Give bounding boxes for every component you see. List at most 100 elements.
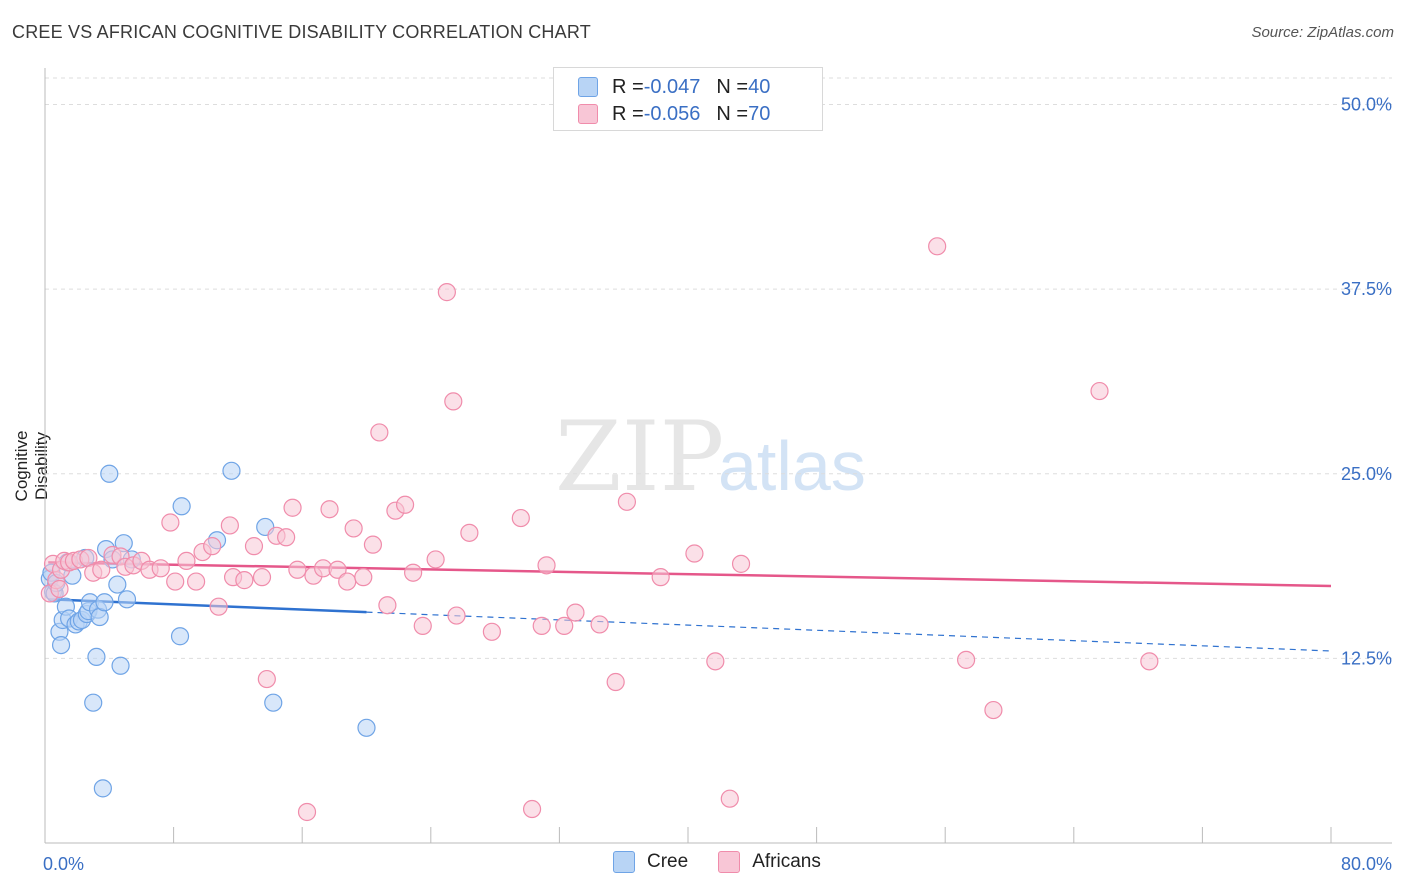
data-point <box>170 627 190 646</box>
legend-row-africans: R = -0.056 N = 70 <box>578 102 770 126</box>
series-cree <box>40 461 376 798</box>
data-point <box>426 550 445 569</box>
y-tick-label: 25.0% <box>1341 464 1392 484</box>
grid-lines <box>45 77 1392 659</box>
data-point <box>338 572 357 591</box>
data-point <box>395 495 415 514</box>
data-point <box>984 700 1003 720</box>
legend-n-label: N = <box>716 75 749 98</box>
data-point <box>288 560 307 579</box>
axes <box>44 68 1392 844</box>
data-point <box>413 616 432 635</box>
data-point <box>209 597 228 616</box>
data-point <box>590 615 609 634</box>
legend-swatch-africans <box>578 104 598 124</box>
data-point <box>444 392 463 411</box>
legend-item-cree: Cree <box>613 851 688 873</box>
legend-row-cree: R = -0.047 N = 40 <box>578 75 770 99</box>
data-point <box>93 779 112 798</box>
data-point <box>220 516 239 535</box>
legend-label-africans: Africans <box>752 851 821 872</box>
x-tick-label: 0.0% <box>43 854 84 874</box>
data-point <box>354 568 373 587</box>
data-point <box>297 802 317 822</box>
source-label: Source: ZipAtlas.com <box>1251 24 1394 41</box>
chart-title: CREE VS AFRICAN COGNITIVE DISABILITY COR… <box>12 22 591 42</box>
data-point <box>378 596 397 615</box>
data-point <box>357 718 376 737</box>
data-point <box>460 523 479 542</box>
data-point <box>370 423 389 442</box>
data-point <box>1090 381 1109 401</box>
data-point <box>244 537 264 556</box>
data-point <box>482 622 501 641</box>
data-point <box>651 568 670 587</box>
watermark: ZIP atlas <box>555 401 866 513</box>
data-point <box>706 652 725 671</box>
data-point <box>344 519 363 538</box>
data-point <box>1140 652 1159 671</box>
data-point <box>522 799 542 819</box>
series-legend: Cree Africans <box>613 851 851 873</box>
data-point <box>252 568 272 587</box>
data-point <box>166 572 185 591</box>
trend-line <box>48 561 1332 588</box>
data-point <box>363 535 383 554</box>
legend-swatch-cree <box>578 77 598 97</box>
data-point <box>235 571 254 590</box>
data-point <box>537 556 556 575</box>
legend-label-cree: Cree <box>647 851 689 872</box>
data-point <box>203 537 222 556</box>
correlation-legend: R = -0.047 N = 40 R = -0.056 N = 70 <box>553 67 823 131</box>
data-point <box>511 508 530 528</box>
watermark-atlas: atlas <box>718 427 866 505</box>
data-point <box>720 789 739 808</box>
data-points <box>40 237 1159 822</box>
data-point <box>437 283 456 302</box>
data-point <box>447 606 466 625</box>
data-point <box>277 528 296 547</box>
data-point <box>177 551 196 571</box>
data-point <box>108 575 127 594</box>
data-point <box>84 693 103 712</box>
legend-swatch-cree <box>613 851 635 873</box>
data-point <box>257 669 276 689</box>
legend-n-value: 70 <box>748 102 771 125</box>
data-point <box>95 593 114 612</box>
legend-r-label: R = <box>612 102 644 125</box>
legend-r-value: -0.047 <box>643 75 701 98</box>
y-tick-label: 12.5% <box>1341 648 1392 668</box>
data-point <box>172 497 191 516</box>
data-point <box>532 616 551 635</box>
data-point <box>566 603 585 622</box>
legend-n-label: N = <box>716 102 749 125</box>
legend-r-label: R = <box>612 75 644 98</box>
data-point <box>111 656 130 675</box>
x-tick-label: 80.0% <box>1341 854 1392 874</box>
y-tick-label: 50.0% <box>1341 95 1392 115</box>
data-point <box>685 544 704 563</box>
data-point <box>328 560 347 579</box>
data-point <box>320 500 339 519</box>
data-point <box>151 559 170 578</box>
legend-swatch-africans <box>718 851 741 873</box>
data-point <box>264 693 283 712</box>
watermark-zip: ZIP <box>555 401 724 513</box>
data-point <box>222 461 241 480</box>
data-point <box>606 672 625 692</box>
series-africans <box>40 237 1159 822</box>
data-point <box>51 635 71 655</box>
data-point <box>956 650 976 669</box>
data-point <box>617 492 637 511</box>
data-point <box>117 590 137 609</box>
data-point <box>928 237 947 256</box>
trend-line-dashed <box>366 611 1332 652</box>
tick-labels: 12.5% 25.0% 37.5% 50.0% 0.0% 80.0% <box>43 95 1392 874</box>
data-point <box>283 498 302 517</box>
data-point <box>100 464 119 483</box>
legend-r-value: -0.056 <box>643 102 701 125</box>
data-point <box>50 579 69 599</box>
data-point <box>87 647 106 667</box>
y-tick-label: 37.5% <box>1341 279 1392 299</box>
